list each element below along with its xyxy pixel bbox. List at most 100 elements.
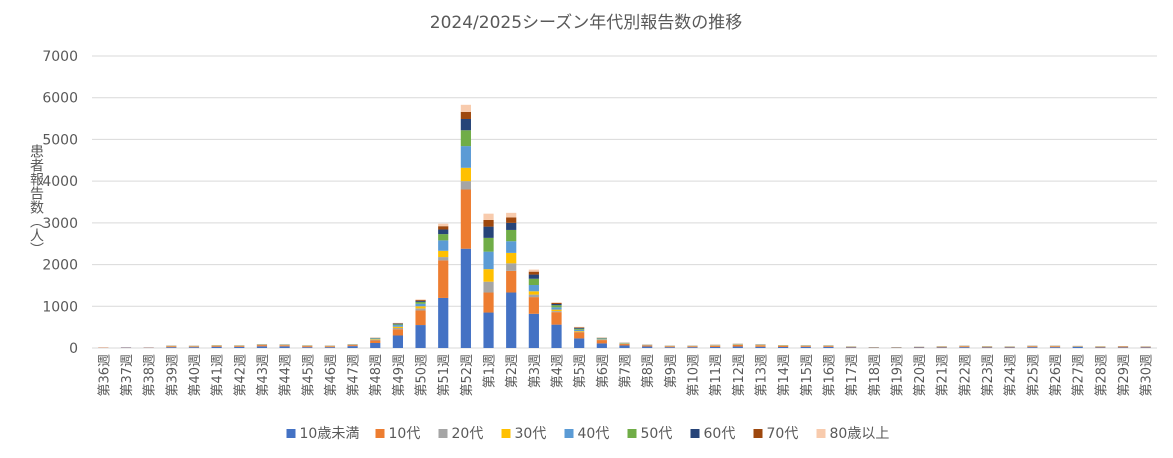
legend-label: 70代: [767, 426, 799, 442]
bar-segment: [551, 305, 562, 308]
bar-segment: [460, 118, 471, 131]
bar-segment: [347, 345, 358, 347]
bar-segment: [528, 274, 539, 279]
bar-segment: [460, 167, 471, 182]
bar-segment: [1117, 346, 1129, 348]
bar-segment: [528, 269, 539, 272]
bar-segment: [460, 181, 471, 190]
x-tick-label: 第21週: [936, 354, 951, 397]
legend-label: 80歳以上: [830, 426, 890, 442]
x-tick-label: 第8週: [641, 354, 656, 388]
x-tick-label: 第51週: [437, 354, 452, 397]
bar-segment: [256, 346, 268, 348]
bar-segment: [392, 326, 404, 328]
bar-segment: [778, 346, 789, 348]
x-tick-label: 第5週: [573, 354, 588, 388]
bar-segment: [438, 234, 449, 241]
legend-swatch: [816, 429, 826, 438]
x-tick-label: 第4週: [551, 354, 566, 388]
bar-segment: [574, 328, 585, 330]
bar-segment: [664, 347, 675, 348]
bar-segment: [483, 237, 494, 252]
bar-segment: [392, 323, 404, 325]
legend-label: 30代: [515, 426, 547, 442]
bar-segment: [619, 345, 630, 348]
bar-segment: [211, 345, 222, 347]
bar-segment: [506, 222, 517, 230]
legend-label: 50代: [641, 426, 673, 442]
bar-segment: [1027, 347, 1038, 348]
bar-segment: [415, 310, 426, 326]
bar-segment: [370, 339, 381, 340]
bar-segment: [642, 345, 653, 347]
bar-segment: [574, 338, 585, 348]
legend-swatch: [564, 429, 574, 438]
legend-label: 10歳未満: [300, 426, 360, 442]
bar-segment: [1140, 346, 1151, 348]
x-tick-label: 第22週: [958, 354, 973, 397]
bar-segment: [483, 269, 494, 282]
bar-segment: [460, 146, 471, 168]
bar-segment: [324, 346, 336, 348]
bar-segment: [528, 271, 539, 275]
y-tick-label: 7000: [42, 49, 78, 65]
x-tick-label: 第7週: [619, 354, 634, 388]
x-tick-label: 第41週: [211, 354, 226, 397]
bar-segment: [551, 302, 562, 304]
bar-segment: [506, 229, 517, 242]
legend: 10歳未満 10代 20代 30代 40代 50代 60代 70代 80歳以上: [286, 426, 890, 442]
x-tick-label: 第29週: [1117, 354, 1132, 397]
bar-segment: [506, 263, 517, 271]
x-tick-label: 第6週: [596, 354, 611, 388]
legend-swatch: [501, 429, 511, 438]
bar-segment: [1117, 347, 1129, 348]
bars: [98, 104, 1151, 348]
bar-segment: [1072, 346, 1083, 348]
bar-segment: [506, 252, 517, 264]
bar-segment: [528, 294, 539, 298]
bar-segment: [483, 292, 494, 313]
bar-segment: [483, 213, 494, 220]
bar-segment: [438, 229, 449, 235]
x-tick-label: 第25週: [1026, 354, 1041, 397]
bar-segment: [574, 332, 585, 339]
legend-label: 20代: [452, 426, 484, 442]
bar-segment: [460, 248, 471, 348]
bar-segment: [574, 327, 585, 328]
x-tick-label: 第14週: [777, 354, 792, 397]
bar-segment: [551, 312, 562, 325]
bar-segment: [551, 324, 562, 348]
x-tick-label: 第28週: [1094, 354, 1109, 397]
bar-segment: [506, 292, 517, 348]
bar-segment: [528, 278, 539, 286]
x-tick-label: 第36週: [97, 354, 112, 397]
x-tick-label: 第12週: [732, 354, 747, 397]
bar-segment: [732, 346, 743, 348]
bar-segment: [438, 240, 449, 251]
bar-segment: [574, 329, 585, 332]
bar-segment: [188, 347, 200, 348]
bar-segment: [800, 346, 811, 347]
bar-segment: [1004, 347, 1015, 348]
x-tick-label: 第3週: [528, 354, 543, 388]
x-tick-label: 第40週: [188, 354, 203, 397]
bar-segment: [574, 327, 585, 329]
bar-segment: [551, 309, 562, 312]
y-axis-ticks: 0 1000 2000 3000 4000 5000 6000 7000: [42, 49, 78, 357]
x-tick-label: 第20週: [913, 354, 928, 397]
bar-segment: [370, 339, 381, 341]
x-tick-label: 第48週: [369, 354, 384, 397]
bar-segment: [1095, 347, 1106, 348]
bar-segment: [551, 311, 562, 313]
bar-segment: [438, 260, 449, 298]
bar-segment: [460, 130, 471, 147]
y-tick-label: 0: [69, 341, 78, 357]
bar-segment: [279, 345, 290, 347]
bar-segment: [755, 346, 766, 348]
x-tick-label: 第52週: [460, 354, 475, 397]
x-tick-label: 第17週: [845, 354, 860, 397]
bar-segment: [506, 212, 517, 218]
bar-segment: [324, 347, 336, 348]
x-tick-label: 第9週: [664, 354, 679, 388]
x-tick-label: 第45週: [301, 354, 316, 397]
